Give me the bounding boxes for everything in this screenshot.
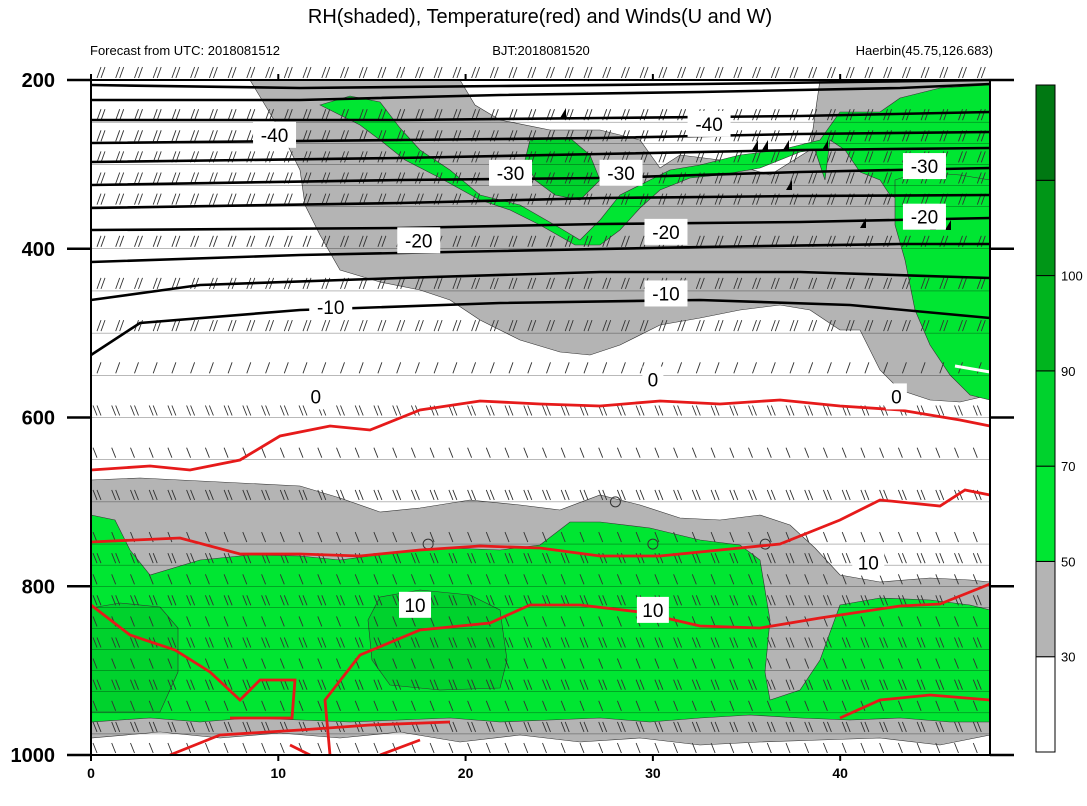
- temperature-label-box: [636, 596, 669, 623]
- colorbar-tick-label: 50: [1061, 554, 1075, 569]
- isotherm-contours: [90, 78, 991, 374]
- wind-pennant: [945, 220, 951, 230]
- isotherm-label: 0: [310, 387, 321, 408]
- isotherm-line: [90, 78, 991, 90]
- colorbar-swatch: [1035, 179, 1056, 277]
- contour-labels: -40 -40 -30 -30 -30 -20 -20 -20 -10 -10 0 0 0 10 10 10: [253, 110, 946, 623]
- x-tick-label: 10: [271, 765, 287, 781]
- colorbar-swatch: [1035, 370, 1056, 467]
- isotherm-label-box: [902, 203, 946, 230]
- isotherm-label-box: [644, 218, 688, 245]
- isotherm-label-box: [902, 153, 946, 180]
- isotherm-line: [90, 216, 991, 232]
- x-tick-label: 0: [87, 765, 95, 781]
- wind-pennant: [762, 140, 768, 150]
- isotherm-label-box: [397, 227, 441, 254]
- temperature-label: 10: [404, 596, 425, 617]
- temperature-label: 10: [642, 601, 663, 622]
- temperature-contour: [90, 603, 297, 720]
- y-tick-label: 1000: [11, 745, 56, 767]
- wind-pennant: [560, 108, 566, 118]
- rh-region: [90, 602, 179, 713]
- colorbar-tick-label: 30: [1061, 650, 1075, 665]
- temperature-label-box: [399, 591, 432, 618]
- zero-isotherm-segment: [954, 364, 991, 374]
- colorbar-swatch: [1035, 275, 1056, 372]
- isotherm-line: [90, 193, 991, 210]
- isotherm-label-box: [885, 383, 907, 410]
- colorbar-swatch: [1035, 465, 1056, 562]
- isotherm-label: -10: [652, 284, 679, 305]
- isotherm-line: [90, 298, 991, 357]
- isotherm-label: -20: [652, 223, 679, 244]
- isotherm-label: -30: [497, 164, 524, 185]
- isotherm-label-box: [687, 110, 731, 137]
- temperature-contour: [169, 720, 451, 757]
- wind-pennant: [822, 140, 828, 150]
- temperature-label-box: [852, 549, 885, 576]
- isotherm-label: -30: [607, 164, 634, 185]
- isotherm-line: [90, 242, 990, 264]
- y-tick-label: 400: [22, 239, 55, 261]
- temperature-contour: [379, 738, 421, 757]
- colorbar-tick-label: 100: [1061, 269, 1083, 284]
- isotherm-line: [91, 110, 991, 122]
- y-tick-label: 600: [22, 408, 55, 430]
- isotherm-label: -40: [695, 115, 722, 136]
- isotherm-label-box: [599, 159, 643, 186]
- isotherm-label-box: [253, 121, 297, 148]
- isotherm-label-box: [309, 293, 353, 320]
- calm-wind-circle: [609, 496, 621, 508]
- wind-pennant: [783, 140, 789, 150]
- x-tick-label: 20: [458, 765, 474, 781]
- chart-title: RH(shaded), Temperature(red) and Winds(U…: [308, 6, 772, 28]
- rh-colorbar: 30 50 70 90 100: [1035, 84, 1083, 753]
- temperature-contour: [289, 743, 311, 757]
- colorbar-swatch: [1035, 656, 1056, 753]
- temperature-contour: [90, 488, 991, 558]
- isotherm-label: -30: [911, 157, 938, 178]
- isotherm-label-box: [305, 383, 327, 410]
- isotherm-line: [90, 270, 991, 302]
- station-label: Haerbin(45.75,126.683): [856, 43, 993, 58]
- isotherm-label: -20: [911, 208, 938, 229]
- colorbar-tick-label: 70: [1061, 459, 1075, 474]
- temperature-label: 10: [858, 554, 879, 575]
- isotherm-label-box: [489, 159, 533, 186]
- colorbar-swatch: [1035, 560, 1056, 658]
- temperature-contour: [323, 582, 991, 756]
- isotherm-label: -20: [405, 231, 432, 252]
- forecast-init-label: Forecast from UTC: 2018081512: [90, 43, 280, 58]
- colorbar-swatch: [1035, 84, 1056, 181]
- y-tick-label: 200: [22, 70, 55, 92]
- x-axis: 0 10 20 30 40: [87, 74, 848, 781]
- colorbar-tick-label: 90: [1061, 364, 1075, 379]
- isotherm-line: [90, 146, 991, 164]
- calm-wind-circle: [647, 538, 659, 550]
- temperature-contour: [90, 398, 991, 472]
- temperature-contours: [90, 398, 991, 757]
- isotherm-label: -10: [317, 298, 344, 319]
- isotherm-label: 0: [648, 371, 659, 392]
- isotherm-label-box: [644, 280, 688, 307]
- y-tick-label: 800: [22, 576, 55, 598]
- valid-time-label: BJT:2018081520: [492, 43, 590, 58]
- x-tick-label: 40: [832, 765, 848, 781]
- isotherm-line: [91, 82, 991, 102]
- isotherm-label: 0: [891, 387, 902, 408]
- wind-pennant: [786, 180, 792, 190]
- isotherm-label: -40: [261, 126, 288, 147]
- isotherm-label-box: [642, 366, 664, 393]
- wind-pennant: [752, 140, 758, 150]
- x-tick-label: 30: [645, 765, 661, 781]
- temperature-contour: [839, 693, 991, 720]
- isotherm-line: [90, 130, 991, 145]
